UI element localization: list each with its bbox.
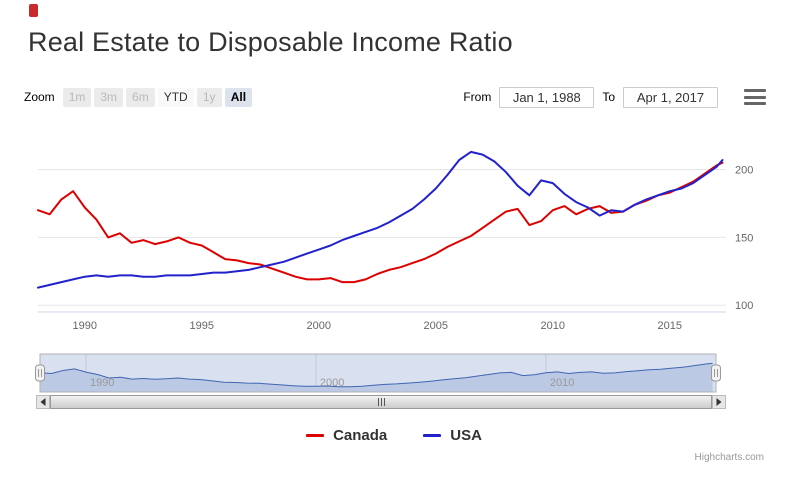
x-axis-label: 2005 xyxy=(424,320,448,332)
to-label: To xyxy=(602,90,615,104)
from-date-input[interactable] xyxy=(499,86,595,108)
series-line-usa[interactable] xyxy=(37,150,724,289)
scrollbar-grip-icon xyxy=(380,398,382,406)
zoom-button-all[interactable]: All xyxy=(224,87,253,107)
range-selector-toolbar: Zoom 1m 3m 6m YTD 1y All From To xyxy=(24,86,766,108)
zoom-button-6m[interactable]: 6m xyxy=(126,87,155,107)
legend-item-canada[interactable]: Canada xyxy=(306,427,387,444)
series-line-canada[interactable] xyxy=(37,161,724,284)
navigator-axis-label: 2000 xyxy=(320,377,344,389)
x-axis-label: 1990 xyxy=(73,320,97,332)
legend-label-usa: USA xyxy=(450,427,482,444)
x-axis-label: 2010 xyxy=(541,320,565,332)
page-logo-icon xyxy=(29,4,38,17)
navigator-svg: 1990 2000 2010 xyxy=(35,353,721,393)
main-chart-svg: 100 150 200 1990 1995 2000 2005 2010 2015 xyxy=(37,150,753,332)
scrollbar-left-button[interactable] xyxy=(36,395,50,409)
hamburger-icon-bar xyxy=(744,95,766,99)
navigator-axis-label: 1990 xyxy=(90,377,114,389)
navigator-selected-mask[interactable] xyxy=(40,354,716,392)
chart-title: Real Estate to Disposable Income Ratio xyxy=(28,27,513,57)
legend: Canada USA xyxy=(0,427,788,444)
canada-series-marker-icon xyxy=(306,434,325,437)
navigator[interactable]: 1990 2000 2010 xyxy=(0,353,788,393)
zoom-button-3m[interactable]: 3m xyxy=(94,87,124,107)
scrollbar xyxy=(36,395,726,409)
chart-context-menu-button[interactable] xyxy=(744,89,766,105)
to-date-input[interactable] xyxy=(623,86,718,108)
from-label: From xyxy=(463,90,492,104)
zoom-button-1m[interactable]: 1m xyxy=(62,87,92,107)
x-axis-label: 2000 xyxy=(307,320,331,332)
zoom-button-ytd[interactable]: YTD xyxy=(157,87,194,107)
scrollbar-track[interactable] xyxy=(50,395,712,409)
y-axis-label: 100 xyxy=(735,300,753,312)
zoom-button-1y[interactable]: 1y xyxy=(196,87,222,107)
scrollbar-thumb[interactable] xyxy=(50,395,712,409)
x-axis-label: 1995 xyxy=(190,320,214,332)
y-axis-label: 150 xyxy=(735,232,753,244)
scrollbar-grip-icon xyxy=(383,398,385,406)
main-plot-area[interactable]: 100 150 200 1990 1995 2000 2005 2010 2015 xyxy=(0,116,788,348)
legend-label-canada: Canada xyxy=(333,427,388,444)
credits-link[interactable]: Highcharts.com xyxy=(694,452,764,463)
arrow-left-icon xyxy=(40,398,46,406)
hamburger-icon-bar xyxy=(744,102,766,105)
hamburger-icon-bar xyxy=(744,89,766,92)
navigator-axis-label: 2010 xyxy=(550,377,574,389)
scrollbar-right-button[interactable] xyxy=(712,395,726,409)
navigator-series-line xyxy=(39,362,713,388)
y-axis-label: 200 xyxy=(735,165,753,177)
navigator-handle-left[interactable] xyxy=(35,364,45,382)
scrollbar-grip-icon xyxy=(377,398,379,406)
arrow-right-icon xyxy=(716,398,722,406)
navigator-handle-right[interactable] xyxy=(711,364,721,382)
x-axis-label: 2015 xyxy=(658,320,682,332)
usa-series-marker-icon xyxy=(423,434,442,437)
navigator-area xyxy=(40,363,713,392)
legend-item-usa[interactable]: USA xyxy=(423,427,482,444)
zoom-label: Zoom xyxy=(24,90,55,104)
